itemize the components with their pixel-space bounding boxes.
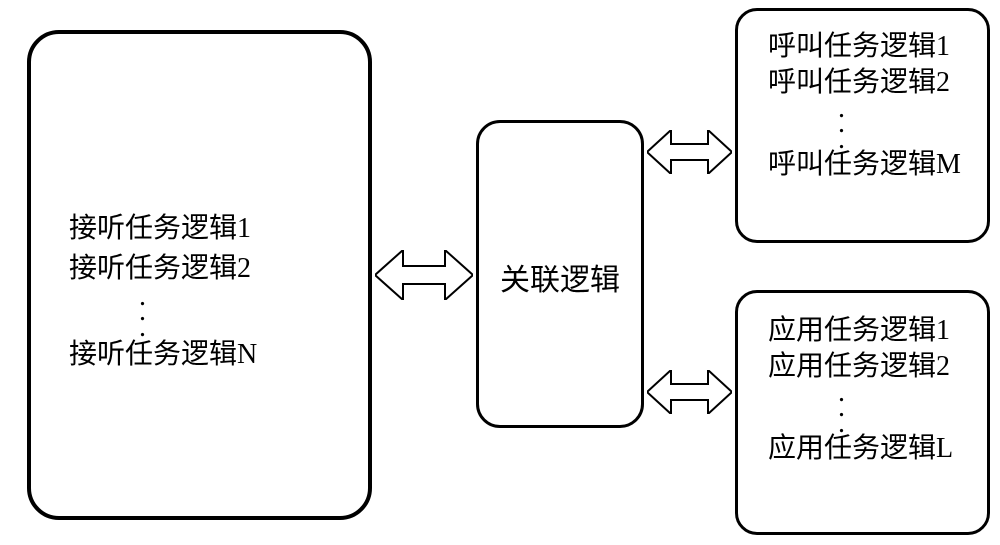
- right-bottom-box: 应用任务逻辑1 应用任务逻辑2 . . . 应用任务逻辑L: [735, 290, 990, 535]
- center-label: 关联逻辑: [479, 261, 641, 301]
- rtop-line-2: 呼叫任务逻辑2: [768, 65, 1000, 101]
- rbot-line-l: 应用任务逻辑L: [768, 431, 1000, 467]
- right-bottom-content: 应用任务逻辑1 应用任务逻辑2 . . . 应用任务逻辑L: [738, 313, 1000, 467]
- rtop-line-1: 呼叫任务逻辑1: [768, 29, 1000, 65]
- dot: .: [768, 101, 1000, 116]
- dot: .: [69, 304, 406, 319]
- dot: .: [768, 400, 1000, 415]
- dot: .: [768, 132, 1000, 147]
- left-line-1: 接听任务逻辑1: [69, 209, 406, 249]
- dot: .: [69, 320, 406, 335]
- dot: .: [768, 116, 1000, 131]
- right-top-content: 呼叫任务逻辑1 呼叫任务逻辑2 . . . 呼叫任务逻辑M: [738, 29, 1000, 183]
- rtop-line-m: 呼叫任务逻辑M: [768, 147, 1000, 183]
- left-box-content: 接听任务逻辑1 接听任务逻辑2 . . . 接听任务逻辑N: [31, 209, 406, 375]
- rbot-line-1: 应用任务逻辑1: [768, 313, 1000, 349]
- arrow-left-center: [375, 250, 473, 300]
- rbot-line-2: 应用任务逻辑2: [768, 349, 1000, 385]
- dot: .: [768, 385, 1000, 400]
- dot: .: [69, 289, 406, 304]
- left-box: 接听任务逻辑1 接听任务逻辑2 . . . 接听任务逻辑N: [27, 30, 372, 520]
- center-box: 关联逻辑: [476, 120, 644, 428]
- left-line-2: 接听任务逻辑2: [69, 249, 406, 289]
- arrow-center-rbottom: [647, 370, 732, 414]
- center-box-content: 关联逻辑: [479, 261, 641, 301]
- diagram-canvas: 接听任务逻辑1 接听任务逻辑2 . . . 接听任务逻辑N 关联逻辑 呼叫任务逻…: [0, 0, 1000, 545]
- dot: .: [768, 416, 1000, 431]
- right-top-box: 呼叫任务逻辑1 呼叫任务逻辑2 . . . 呼叫任务逻辑M: [735, 8, 990, 243]
- arrow-center-rtop: [647, 130, 732, 174]
- left-line-n: 接听任务逻辑N: [69, 335, 406, 375]
